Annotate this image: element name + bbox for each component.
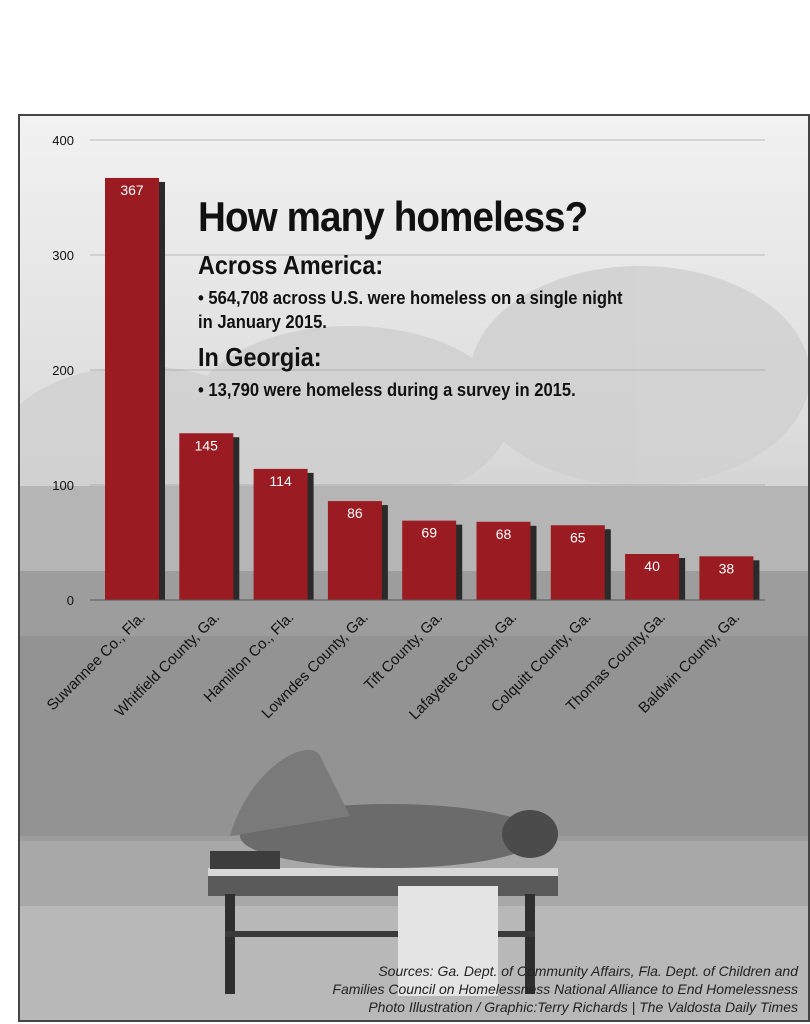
- credits-line-3: Photo Illustration / Graphic:Terry Richa…: [368, 999, 798, 1015]
- bar: [625, 554, 680, 600]
- data-label: 145: [195, 437, 219, 453]
- bar: [402, 520, 457, 600]
- hedge: [20, 486, 808, 841]
- chart-title: How many homeless?: [198, 193, 588, 240]
- y-tick-label: 100: [52, 478, 74, 493]
- y-tick-label: 200: [52, 363, 74, 378]
- data-label: 69: [421, 525, 437, 541]
- georgia-heading: In Georgia:: [198, 342, 322, 372]
- y-tick-label: 400: [52, 133, 74, 148]
- data-label: 86: [347, 505, 363, 521]
- america-heading: Across America:: [198, 250, 384, 280]
- america-bullet-line2: in January 2015.: [198, 312, 327, 332]
- bar: [476, 521, 531, 600]
- bar: [327, 501, 382, 600]
- category-label: Tift County, Ga.: [361, 609, 446, 694]
- bar: [699, 556, 754, 600]
- georgia-bullet: • 13,790 were homeless during a survey i…: [198, 380, 576, 400]
- y-tick-label: 0: [67, 593, 74, 608]
- sources-line-1: Sources: Ga. Dept. of Community Affairs,…: [378, 963, 798, 979]
- infographic-frame: 0 100 200 300 400 367 145 114 86 69 68 65 40 38 Suwann…: [18, 114, 810, 1022]
- bar: [105, 177, 159, 600]
- park-bench: [208, 868, 558, 996]
- data-label: 68: [496, 526, 512, 542]
- data-label: 114: [269, 473, 292, 489]
- data-label: 40: [644, 558, 660, 574]
- y-tick-label: 300: [52, 248, 74, 263]
- data-label: 367: [120, 182, 144, 198]
- info-panel: How many homeless? Across America: • 564…: [198, 192, 758, 402]
- background-photo: [20, 116, 808, 1020]
- bar: [550, 525, 605, 600]
- sources-line-2: Families Council on Homelessness Nationa…: [332, 981, 798, 997]
- data-label: 38: [719, 560, 735, 576]
- credits: Sources: Ga. Dept. of Community Affairs,…: [332, 962, 798, 1016]
- sleeping-person: [210, 749, 558, 869]
- bar: [253, 468, 308, 600]
- bar: [179, 433, 234, 600]
- data-label: 65: [570, 529, 586, 545]
- america-bullet-line1: • 564,708 across U.S. were homeless on a…: [198, 288, 623, 308]
